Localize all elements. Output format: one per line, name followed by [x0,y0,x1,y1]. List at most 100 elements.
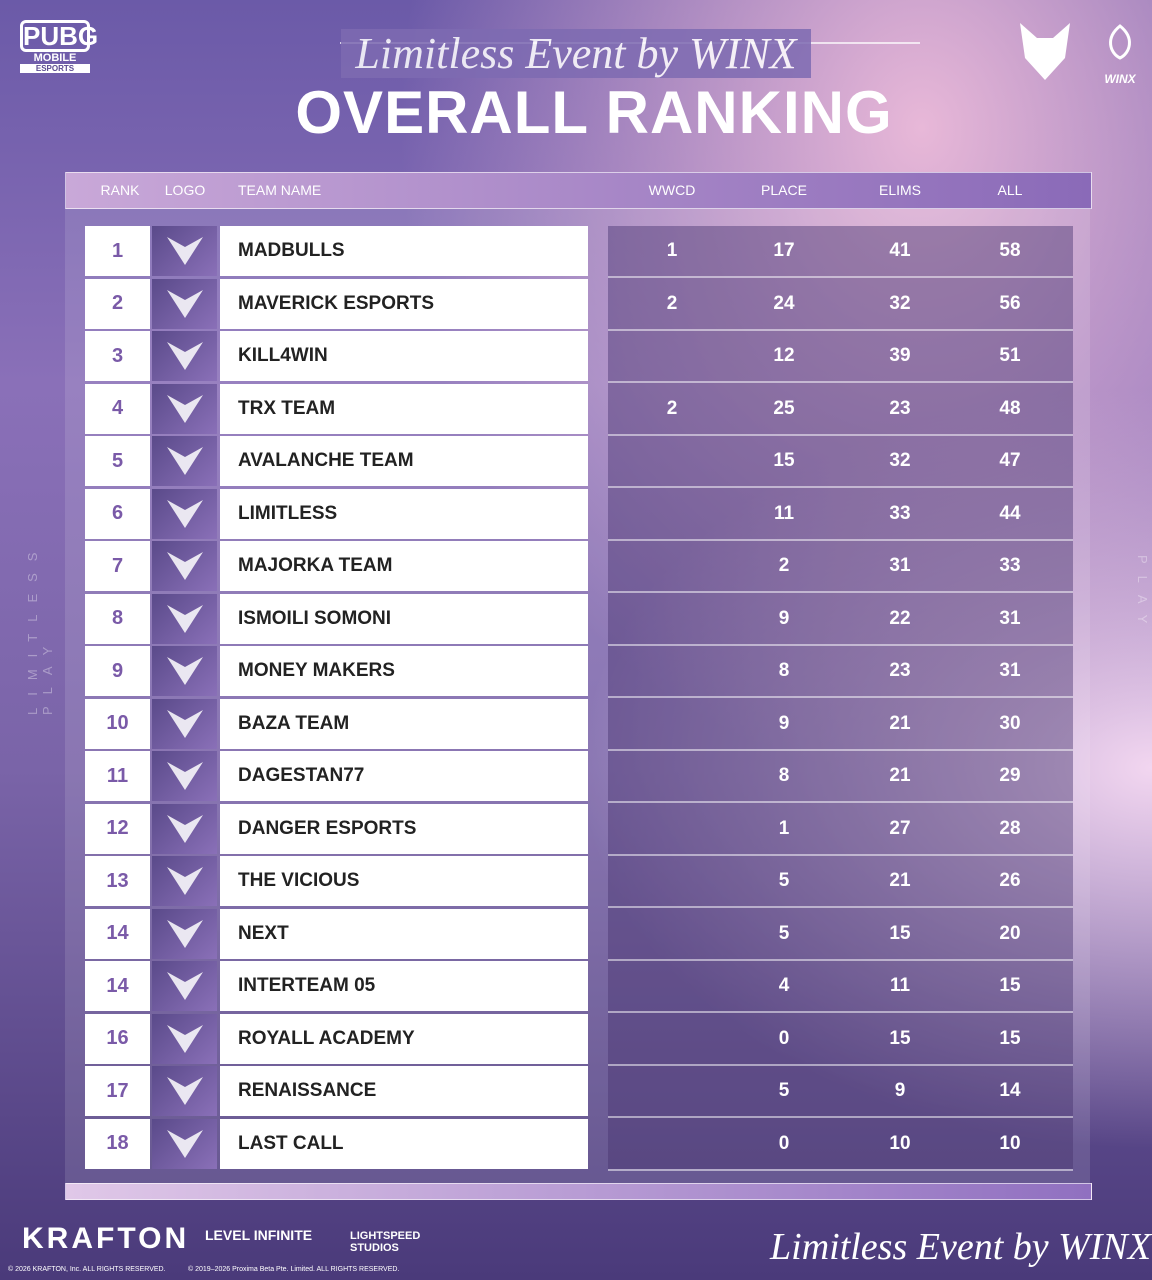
stat-place: 1 [778,817,790,839]
wolf-logo [1020,23,1070,80]
logo-shape [166,709,203,738]
row-stripe [608,1063,1073,1066]
logo-shape [166,447,203,475]
team-logo [152,698,217,749]
team-name: MADBULLS [220,226,588,276]
rank-cell: 10 [85,698,150,749]
stat-wwcd: 2 [666,397,678,419]
stat-all: 29 [999,765,1021,786]
team-logo [152,1066,217,1116]
stat-elims: 10 [889,1132,911,1154]
team-logo [152,541,217,591]
team-logo [152,436,217,486]
rank-cell: 14 [85,961,150,1011]
logo-shape [166,972,203,1000]
stat-elims: 32 [889,292,911,314]
stat-all: 44 [999,502,1021,524]
rank-cell: 3 [85,331,150,381]
stat-elims: 39 [889,345,911,366]
stat-elims: 22 [889,607,911,629]
rank-cell: 1 [85,226,150,276]
column-header: WWCD [648,182,696,198]
team-name: LIMITLESS [220,488,588,539]
level-infinite-logo: LEVEL INFINITE [205,1227,313,1243]
stat-elims: 21 [889,712,911,734]
stat-all: 47 [999,450,1021,471]
row-stripe [608,696,1073,698]
logo-shape [166,342,203,370]
stat-place: 0 [778,1132,790,1154]
brand-text: PUBG [20,20,98,52]
team-logo [152,488,217,539]
team-logo [152,856,217,906]
stat-elims: 15 [889,1027,911,1049]
team-name: AVALANCHE TEAM [220,436,588,486]
row-stripe [608,328,1073,331]
team-logo [152,908,217,959]
stat-place: 5 [778,1080,790,1101]
team-name: INTERTEAM 05 [220,961,588,1011]
stat-all: 15 [999,1027,1021,1049]
logo-shape [166,1129,203,1158]
stat-all: 26 [999,870,1021,891]
stat-wwcd: 2 [666,292,678,314]
logo-shape [166,657,203,685]
header-bar [65,172,1092,209]
lightspeed-logo: LIGHTSPEED STUDIOS [350,1230,421,1254]
copyright: © 2019–2026 Proxima Beta Pte. Limited. A… [188,1266,400,1273]
team-logo [152,383,217,434]
team-name: KILL4WIN [220,331,588,381]
stat-place: 25 [773,397,795,419]
stat-place: 4 [778,975,790,996]
team-name: LAST CALL [220,1118,588,1169]
row-stripe [608,1116,1073,1118]
column-header: LOGO [164,182,206,198]
row-stripe [608,486,1073,488]
team-name: BAZA TEAM [220,698,588,749]
row-stripe [608,591,1073,593]
row-stripe [608,433,1073,436]
stat-all: 14 [999,1080,1021,1101]
stat-all: 48 [999,397,1021,419]
stat-place: 9 [778,712,790,734]
stat-elims: 27 [889,817,911,839]
logo-shape [166,289,203,318]
stat-place: 0 [778,1027,790,1049]
stat-all: 10 [999,1132,1021,1154]
column-header: ELIMS [878,182,921,198]
team-name: THE VICIOUS [220,856,588,906]
row-stripe [608,276,1073,278]
rank-cell: 9 [85,646,150,696]
logo-shape [166,814,203,843]
rank-cell: 12 [85,803,150,854]
brand-text: ESPORTS [20,64,90,73]
logo-shape [166,867,203,895]
subtitle-text: Limitless Event by WINX [341,29,811,78]
stat-place: 9 [778,607,790,629]
brand-text: MOBILE [33,52,77,64]
logo-shape [166,394,203,423]
team-logo [152,961,217,1011]
team-logo [152,803,217,854]
team-logo [152,646,217,696]
row-stripe [608,1011,1073,1013]
stat-elims: 21 [889,765,911,786]
subtitle: Limitless Event by WINX [0,28,1152,79]
stat-place: 24 [773,292,795,314]
rank-cell: 18 [85,1118,150,1169]
rank-cell: 11 [85,751,150,801]
stat-all: 30 [999,712,1021,734]
stat-all: 51 [999,345,1021,366]
stat-place: 15 [773,450,795,471]
partner-logos [1020,23,1131,80]
row-stripe [608,643,1073,646]
team-logo [152,751,217,801]
logo-shape [166,604,203,633]
stat-place: 8 [778,765,790,786]
footer-bar [65,1183,1092,1200]
row-stripe [608,381,1073,383]
rank-cell: 16 [85,1013,150,1064]
stat-place: 12 [773,345,795,366]
row-stripe [608,1168,1073,1171]
